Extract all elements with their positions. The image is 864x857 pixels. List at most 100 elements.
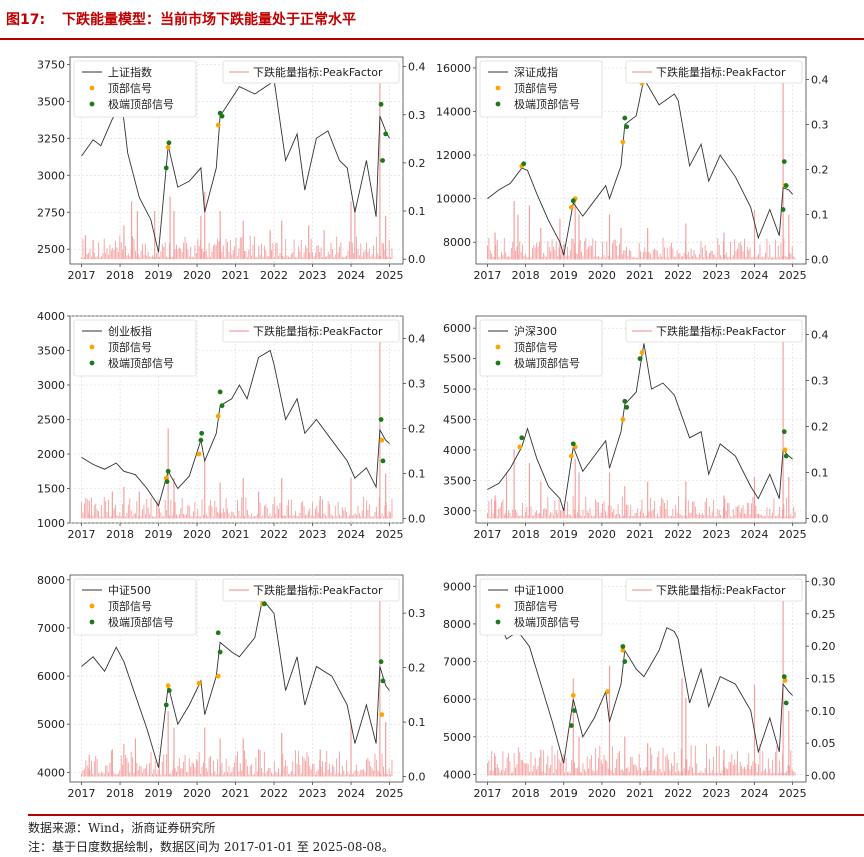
- x-tick-label: 2017: [68, 787, 96, 800]
- x-tick-label: 2021: [222, 787, 250, 800]
- figure-header: 图17: 下跌能量模型：当前市场下跌能量处于正常水平: [6, 4, 858, 32]
- extreme-top-signal-point: [165, 468, 171, 474]
- top-signal-point: [605, 689, 611, 695]
- x-tick-label: 2017: [68, 528, 96, 541]
- extreme-top-signal-point: [380, 158, 385, 163]
- y2-tick-label: 0.3: [408, 378, 426, 391]
- x-tick-label: 2020: [183, 787, 211, 800]
- top-signal-point: [379, 437, 385, 443]
- legend-label-top: 顶部信号: [108, 340, 152, 354]
- top-signal-point: [196, 680, 202, 686]
- y-tick-label: 3500: [37, 345, 65, 358]
- x-tick-label: 2023: [702, 528, 730, 541]
- x-tick-label: 2021: [626, 269, 654, 282]
- x-tick-label: 2018: [512, 528, 540, 541]
- y2-tick-label: 0.2: [408, 157, 426, 170]
- x-tick-label: 2018: [106, 787, 134, 800]
- range-note: 注：基于日度数据绘制，数据区间为 2017-01-01 至 2025-08-08…: [28, 840, 394, 854]
- x-tick-label: 2021: [626, 528, 654, 541]
- y-tick-label: 4000: [37, 310, 65, 323]
- chart-panel-2: 2017 2018 2019 2020 2021 2022 2023 2024 2025 8000…: [436, 56, 829, 282]
- extreme-top-signal-point: [519, 435, 525, 441]
- extreme-top-signal-point: [781, 429, 787, 435]
- legend-swatch-extreme: [495, 619, 501, 625]
- x-tick-label: 2022: [260, 269, 288, 282]
- chart-panel-1: 2017 2018 2019 2020 2021 2022 2023 2024 2025 2500…: [37, 56, 426, 282]
- y2-tick-label: 0.0: [408, 771, 426, 784]
- y-tick-label: 6000: [443, 693, 471, 706]
- extreme-top-signal-point: [568, 723, 574, 728]
- legend-right: 下跌能量指标:PeakFactor: [222, 60, 400, 84]
- extreme-top-signal-point: [521, 161, 527, 167]
- x-tick-label: 2023: [702, 787, 730, 800]
- y-tick-label: 4000: [443, 768, 471, 781]
- y-tick-label: 3000: [443, 505, 471, 518]
- y-tick-label: 3500: [37, 95, 65, 108]
- chart-panel-5: 2017 2018 2019 2020 2021 2022 2023 2024 2025 4000…: [37, 574, 426, 800]
- x-tick-label: 2021: [222, 528, 250, 541]
- y-tick-label: 3000: [37, 169, 65, 182]
- x-tick-label: 2019: [550, 269, 578, 282]
- y-tick-label: 5000: [443, 731, 471, 744]
- x-tick-label: 2022: [260, 787, 288, 800]
- y-tick-label: 4000: [37, 766, 65, 779]
- x-tick-label: 2024: [337, 269, 365, 282]
- x-tick-label: 2019: [550, 528, 578, 541]
- y-tick-label: 6000: [443, 322, 471, 335]
- legend-label-top: 顶部信号: [514, 340, 558, 354]
- y-tick-label: 5000: [37, 718, 65, 731]
- legend-label-extreme: 极端顶部信号: [514, 356, 580, 370]
- x-tick-label: 2018: [106, 269, 134, 282]
- x-tick-label: 2019: [145, 787, 173, 800]
- extreme-top-signal-point: [199, 430, 205, 436]
- x-tick-label: 2023: [299, 787, 327, 800]
- extreme-top-signal-point: [215, 630, 221, 636]
- y-tick-label: 10000: [436, 193, 471, 206]
- top-rule: [0, 38, 864, 40]
- chart-panel-4: 2017 2018 2019 2020 2021 2022 2023 2024 2025 3000…: [443, 315, 829, 541]
- legend-right: 下跌能量指标:PeakFactor: [625, 578, 803, 602]
- y-tick-label: 5500: [443, 353, 471, 366]
- legend-box: [625, 60, 803, 84]
- legend-right: 下跌能量指标:PeakFactor: [222, 578, 400, 602]
- legend-box: [222, 578, 400, 602]
- extreme-top-signal-point: [166, 688, 172, 693]
- price-line-series: [81, 349, 390, 507]
- y-tick-label: 1000: [37, 517, 65, 530]
- x-tick-label: 2024: [740, 528, 768, 541]
- y2-tick-label: 0.3: [408, 109, 426, 122]
- y2-tick-label: 0.4: [408, 333, 426, 346]
- y2-tick-label: 0.1: [811, 466, 829, 479]
- extreme-top-signal-point: [622, 115, 628, 121]
- extreme-top-signal-point: [262, 601, 267, 607]
- extreme-top-signal-point: [378, 417, 384, 422]
- y2-tick-label: 0.05: [811, 737, 836, 750]
- y-tick-label: 3750: [37, 58, 65, 71]
- legend-label-series: 沪深300: [514, 324, 557, 338]
- y-tick-label: 5000: [443, 383, 471, 396]
- extreme-top-signal-point: [781, 674, 787, 680]
- legend-label-peak: 下跌能量指标:PeakFactor: [656, 324, 786, 338]
- extreme-top-signal-point: [380, 678, 386, 684]
- y-tick-label: 3000: [37, 379, 65, 392]
- chart-panel-6: 2017 2018 2019 2020 2021 2022 2023 2024 2025 4000…: [443, 574, 836, 800]
- extreme-top-signal-point: [783, 183, 789, 188]
- legend-label-extreme: 极端顶部信号: [108, 615, 174, 629]
- y-tick-label: 4000: [443, 444, 471, 457]
- price-line-series: [81, 78, 390, 253]
- price-line-series: [487, 343, 793, 511]
- legend-swatch-top: [89, 344, 95, 350]
- y2-tick-label: 0.10: [811, 705, 836, 718]
- legend-swatch-extreme: [89, 360, 95, 366]
- x-tick-label: 2020: [588, 269, 616, 282]
- legend-swatch-extreme: [495, 101, 501, 107]
- x-tick-label: 2020: [183, 528, 211, 541]
- x-tick-label: 2025: [779, 787, 807, 800]
- chart-panel-3: 2017 2018 2019 2020 2021 2022 2023 2024 2025 1000…: [37, 310, 426, 541]
- legend-box: [73, 578, 197, 636]
- top-signal-point: [620, 647, 626, 653]
- legend-swatch-extreme: [89, 101, 95, 107]
- x-tick-label: 2017: [473, 528, 501, 541]
